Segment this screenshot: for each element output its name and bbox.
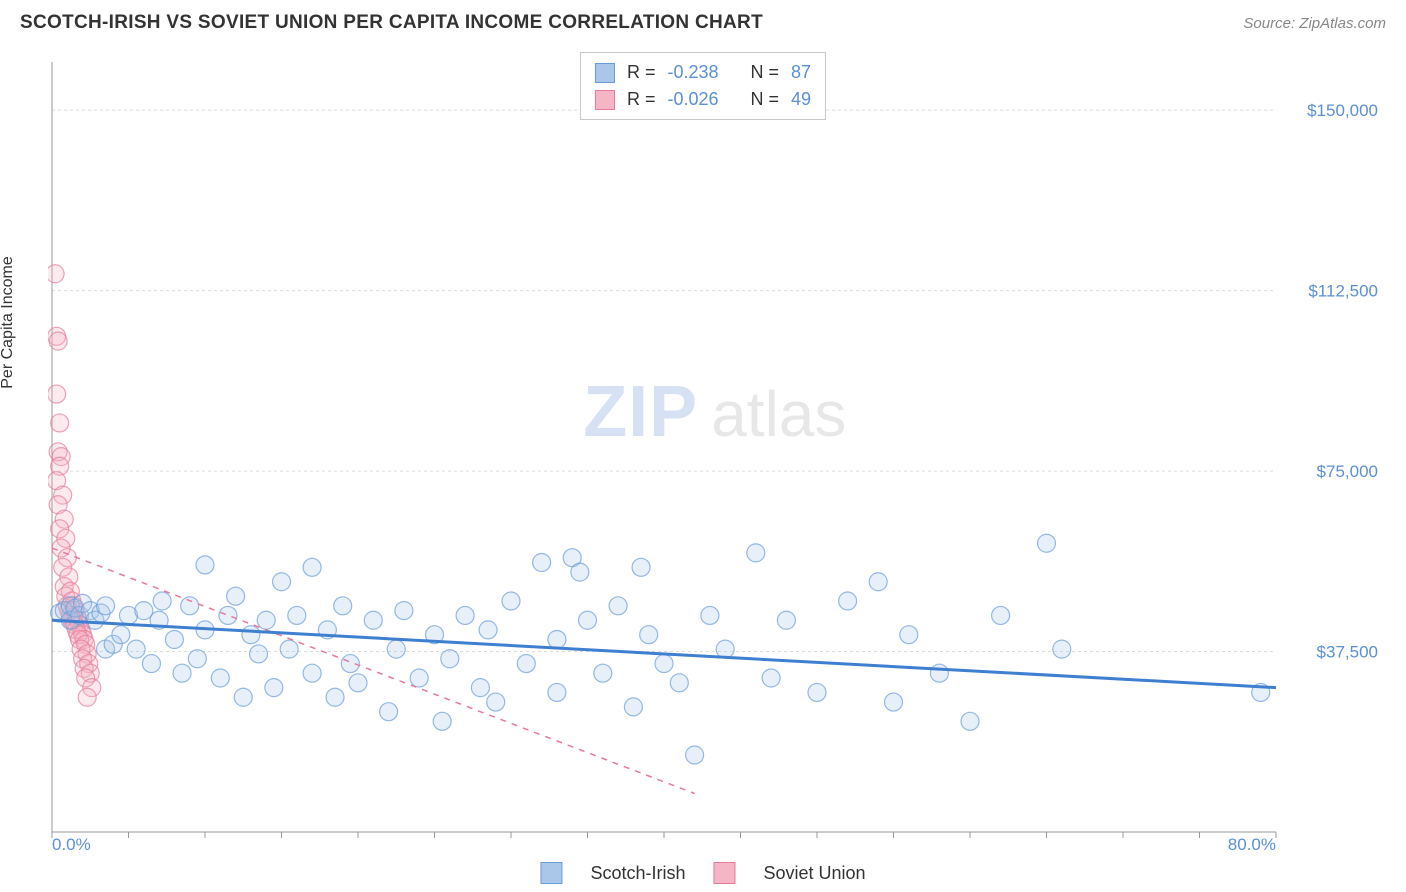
swatch-a bbox=[595, 63, 615, 83]
legend-label-a: Scotch-Irish bbox=[590, 863, 685, 884]
info-row-b: R = -0.026 N = 49 bbox=[595, 86, 811, 113]
legend-swatch-a bbox=[540, 862, 562, 884]
chart-svg: $37,500 $75,000 $112,500 $150,000 ZIPatlas 0.… bbox=[48, 52, 1386, 852]
svg-text:$75,000: $75,000 bbox=[1317, 462, 1378, 481]
svg-text:$150,000: $150,000 bbox=[1307, 101, 1378, 120]
svg-text:$112,500: $112,500 bbox=[1308, 282, 1378, 301]
svg-text:ZIP: ZIP bbox=[583, 372, 698, 452]
r-label-a: R = bbox=[627, 59, 656, 86]
svg-text:atlas: atlas bbox=[711, 378, 846, 450]
svg-text:0.0%: 0.0% bbox=[52, 835, 91, 852]
source-label: Source: ZipAtlas.com bbox=[1243, 15, 1386, 32]
source-prefix: Source: bbox=[1243, 15, 1299, 32]
source-name: ZipAtlas.com bbox=[1299, 15, 1386, 32]
svg-text:80.0%: 80.0% bbox=[1228, 835, 1276, 852]
r-value-a: -0.238 bbox=[667, 59, 718, 86]
legend-swatch-b bbox=[713, 862, 735, 884]
chart-area: $37,500 $75,000 $112,500 $150,000 ZIPatlas 0.… bbox=[48, 52, 1386, 852]
svg-text:$37,500: $37,500 bbox=[1317, 643, 1378, 662]
n-label-b: N = bbox=[751, 86, 780, 113]
y-axis-label: Per Capita Income bbox=[0, 256, 17, 389]
n-value-b: 49 bbox=[791, 86, 811, 113]
correlation-info-box: R = -0.238 N = 87 R = -0.026 N = 49 bbox=[580, 52, 826, 120]
info-row-a: R = -0.238 N = 87 bbox=[595, 59, 811, 86]
legend-label-b: Soviet Union bbox=[763, 863, 865, 884]
chart-title: SCOTCH-IRISH VS SOVIET UNION PER CAPITA … bbox=[20, 12, 763, 34]
n-label-a: N = bbox=[751, 59, 780, 86]
bottom-legend: Scotch-Irish Soviet Union bbox=[540, 862, 865, 884]
r-value-b: -0.026 bbox=[667, 86, 718, 113]
swatch-b bbox=[595, 90, 615, 110]
r-label-b: R = bbox=[627, 86, 656, 113]
n-value-a: 87 bbox=[791, 59, 811, 86]
